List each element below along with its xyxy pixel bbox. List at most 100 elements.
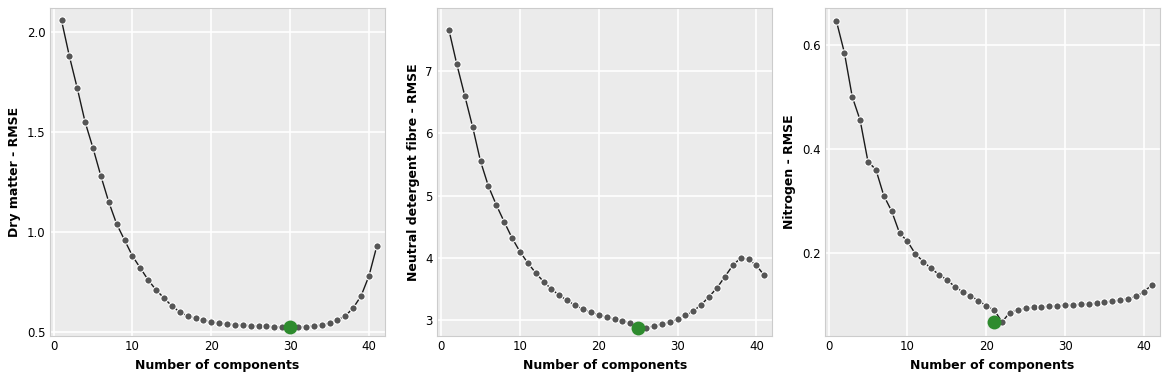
Point [668, 316, 687, 322]
Point [1134, 289, 1153, 295]
Point [922, 265, 940, 271]
Point [755, 272, 773, 279]
Point [1079, 301, 1098, 307]
Point [875, 193, 894, 199]
Point [464, 124, 482, 130]
Point [154, 295, 173, 301]
Point [1024, 304, 1043, 310]
Point [542, 286, 561, 292]
Point [360, 273, 378, 279]
Point [645, 323, 663, 329]
Y-axis label: Neutral detergent fibre - RMSE: Neutral detergent fibre - RMSE [406, 63, 420, 281]
Point [691, 302, 710, 308]
Point [605, 316, 624, 322]
Point [613, 318, 632, 324]
Point [186, 315, 204, 321]
Point [628, 325, 647, 331]
Point [985, 319, 1003, 325]
X-axis label: Number of components: Number of components [135, 359, 299, 372]
Point [305, 323, 324, 329]
Point [748, 263, 766, 269]
Point [487, 202, 506, 208]
Point [527, 270, 545, 276]
Point [68, 85, 86, 91]
Point [1142, 282, 1161, 288]
Point [628, 322, 647, 328]
Point [621, 320, 640, 326]
Point [447, 62, 466, 68]
Point [1056, 302, 1075, 308]
Point [660, 319, 679, 325]
Point [731, 255, 750, 261]
Point [84, 145, 103, 151]
Point [835, 49, 854, 55]
Point [265, 323, 284, 329]
Point [225, 321, 244, 328]
Point [107, 221, 126, 227]
Point [945, 283, 964, 290]
Point [582, 309, 600, 315]
Point [91, 173, 110, 179]
Point [716, 274, 735, 280]
Point [147, 287, 166, 293]
Point [439, 27, 458, 33]
Point [882, 208, 901, 214]
Point [898, 238, 917, 244]
Point [479, 183, 498, 189]
Point [723, 263, 742, 269]
X-axis label: Number of components: Number of components [910, 359, 1075, 372]
Point [257, 323, 276, 329]
Point [328, 317, 347, 323]
Point [906, 251, 925, 257]
Point [320, 320, 339, 326]
Point [739, 256, 758, 262]
Point [280, 324, 299, 330]
Point [938, 277, 957, 283]
Point [53, 17, 71, 23]
Point [249, 323, 267, 329]
Point [953, 289, 972, 295]
Point [550, 292, 569, 298]
Point [684, 308, 703, 314]
Point [194, 317, 213, 323]
Point [368, 243, 387, 249]
Point [1127, 293, 1146, 299]
Point [162, 303, 181, 309]
Point [913, 258, 932, 264]
Y-axis label: Dry matter - RMSE: Dry matter - RMSE [8, 107, 21, 237]
Point [288, 324, 307, 330]
Point [1016, 306, 1035, 312]
Point [676, 312, 695, 318]
Point [597, 314, 616, 320]
Point [573, 306, 592, 312]
Point [123, 253, 141, 259]
Point [171, 309, 189, 315]
Point [202, 319, 221, 325]
Point [343, 305, 362, 311]
Point [495, 219, 514, 225]
Point [312, 322, 331, 328]
Point [179, 313, 197, 319]
Point [850, 117, 869, 123]
Point [1048, 303, 1066, 309]
Point [1103, 298, 1121, 304]
Point [1008, 307, 1027, 313]
Point [1096, 299, 1114, 305]
Point [519, 260, 537, 266]
Point [1040, 303, 1058, 309]
Point [534, 279, 552, 285]
Point [653, 321, 672, 327]
Point [858, 159, 877, 165]
Point [890, 230, 909, 236]
Point [590, 312, 609, 318]
Point [60, 53, 78, 59]
Point [510, 249, 529, 255]
Point [637, 325, 655, 331]
Point [131, 265, 150, 271]
Point [867, 166, 885, 173]
Point [456, 93, 474, 99]
Point [969, 298, 988, 304]
Point [336, 313, 355, 319]
Point [827, 18, 846, 24]
Point [1071, 301, 1090, 307]
